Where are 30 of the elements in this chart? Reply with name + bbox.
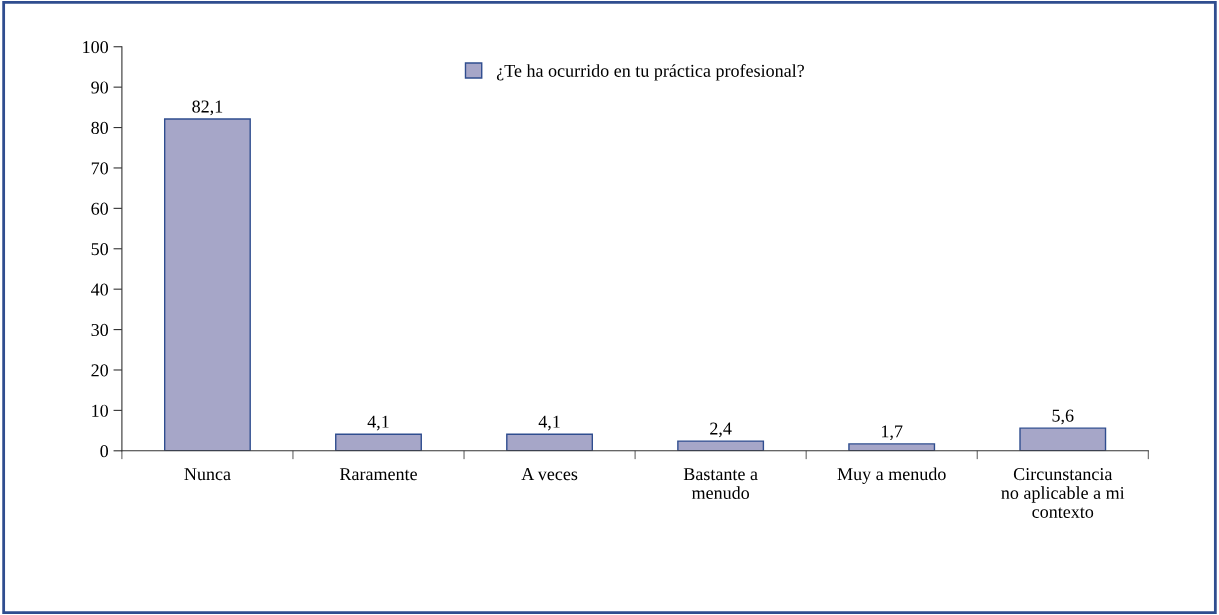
y-tick-label: 40 xyxy=(91,283,109,296)
x-tick-label: Muy a menudo xyxy=(837,467,946,484)
x-tick-label: Bastante a menudo xyxy=(683,468,758,500)
y-tick-label: 30 xyxy=(91,323,109,337)
bar xyxy=(1019,427,1107,451)
y-tick-label: 60 xyxy=(91,202,109,215)
data-label: 2,4 xyxy=(710,422,732,438)
y-tick-label: 10 xyxy=(92,404,109,417)
bar xyxy=(677,440,765,451)
y-tick-label: 80 xyxy=(91,121,109,134)
data-label: 4,1 xyxy=(367,415,389,431)
y-tick-label: 50 xyxy=(91,243,109,256)
y-tick-label: 100 xyxy=(83,41,109,54)
x-tick-label: Circunstancia no aplicable a mi contexto xyxy=(1001,468,1125,518)
legend-label: ¿Te ha ocurrido en tu práctica profesional? xyxy=(496,64,804,81)
data-label: 82,1 xyxy=(192,100,223,116)
bar xyxy=(335,433,422,451)
x-tick-label: Nunca xyxy=(184,468,231,481)
x-tick-label: A veces xyxy=(521,468,578,481)
data-label: 5,6 xyxy=(1052,409,1074,425)
y-tick-label: 0 xyxy=(100,445,109,458)
data-label: 1,7 xyxy=(882,425,903,441)
y-tick-label: 70 xyxy=(91,162,109,175)
y-tick-label: 90 xyxy=(91,81,109,94)
bar xyxy=(163,118,251,451)
bar xyxy=(848,443,936,451)
bar xyxy=(506,433,594,451)
y-tick-label: 20 xyxy=(91,364,109,377)
x-tick-label: Raramente xyxy=(339,468,417,481)
data-label: 4,1 xyxy=(538,415,560,431)
